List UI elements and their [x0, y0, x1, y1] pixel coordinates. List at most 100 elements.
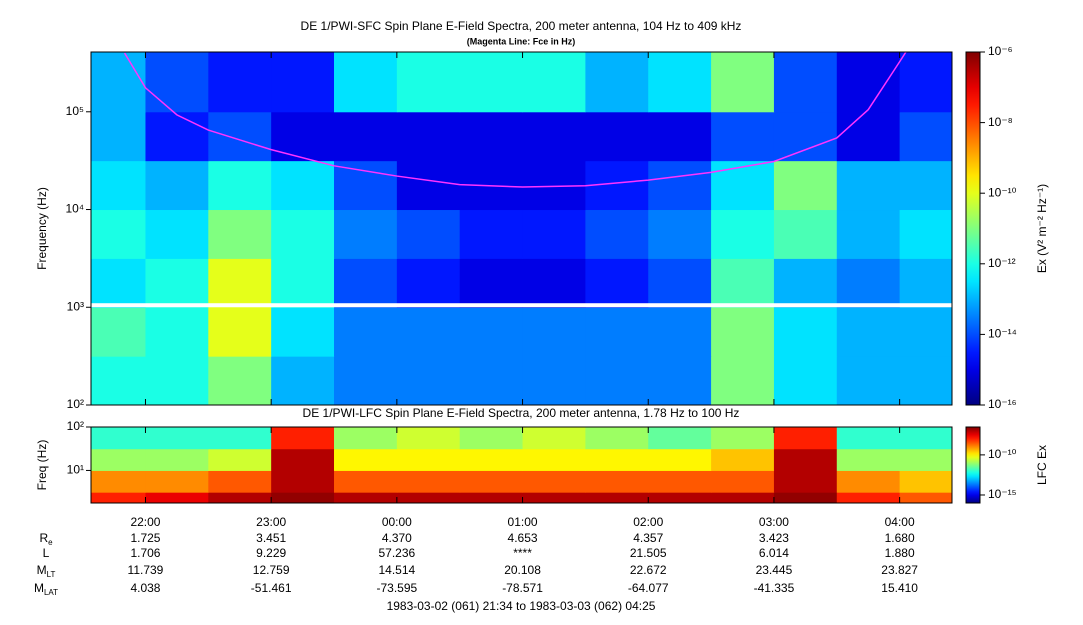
ephemeris-value: 1.725 — [130, 531, 160, 545]
row-label: MLT — [37, 563, 56, 579]
spectrogram-cell — [522, 307, 586, 357]
plot-frame — [90, 51, 953, 406]
colorbar — [965, 51, 981, 406]
ephemeris-value: 15.410 — [881, 581, 918, 595]
spectrogram-cell — [91, 52, 146, 113]
spectrogram-cell — [208, 356, 272, 405]
spectrogram-cell — [208, 448, 272, 471]
spectrogram-cell — [711, 356, 775, 405]
spectrogram-cell — [334, 307, 398, 357]
spectrogram-cell — [711, 470, 775, 493]
spectrogram-cell — [648, 209, 712, 259]
spectrogram-cell — [711, 209, 775, 259]
spectrogram-cell — [899, 209, 952, 259]
spectrogram-cell — [773, 111, 838, 162]
spectrogram-cell — [648, 160, 712, 211]
spectrogram-cell — [271, 492, 335, 503]
spectrogram-cell — [585, 111, 649, 162]
chart-subtitle: (Magenta Line: Fce in Hz) — [467, 36, 576, 46]
spectrogram-cell — [648, 307, 712, 357]
spectrogram-cell — [459, 209, 524, 259]
spectrogram-cell — [334, 52, 398, 113]
spectrogram-cell — [145, 448, 209, 471]
spectrogram-cell — [396, 448, 461, 471]
spectrogram-cell — [585, 356, 649, 405]
spectrogram-cell — [836, 427, 901, 450]
fce-line — [123, 52, 907, 188]
spectrogram-cell — [396, 111, 461, 162]
spectrogram-cell — [585, 258, 649, 308]
colorbar-tick-label: 10⁻¹⁴ — [988, 327, 1017, 341]
spectrogram-cell — [773, 448, 838, 471]
spectrogram-cell — [145, 427, 209, 450]
ephemeris-value: 6.014 — [759, 546, 789, 560]
spectrogram-cell — [648, 492, 712, 503]
spectrogram-cell — [711, 52, 775, 113]
spectrogram-cell — [585, 427, 649, 450]
spectrogram-cell — [899, 52, 952, 113]
y-tick-label: 10¹ — [67, 463, 84, 477]
colorbar-tick-label: 10⁻¹⁶ — [988, 397, 1017, 411]
spectrogram-cell — [459, 492, 524, 503]
colorbar-label: LFC Ex — [1035, 445, 1049, 485]
row-label: L — [43, 546, 50, 560]
ephemeris-value: 4.653 — [508, 531, 538, 545]
spectrogram-cell — [522, 52, 586, 113]
spectrogram-cell — [271, 470, 335, 493]
spectrogram-cell — [773, 470, 838, 493]
spectrogram-cell — [836, 356, 901, 405]
spectrogram-cell — [334, 111, 398, 162]
spectrogram-cell — [145, 356, 209, 405]
y-axis-label: Freq (Hz) — [35, 440, 49, 491]
spectrogram-cell — [208, 111, 272, 162]
spectrogram-cell — [648, 356, 712, 405]
spectrogram-cell — [836, 111, 901, 162]
spectrogram-cell — [836, 160, 901, 211]
ephemeris-value: 23.827 — [881, 563, 918, 577]
ephemeris-value: **** — [513, 546, 532, 560]
spectrogram-cell — [91, 492, 146, 503]
spectrogram-cell — [585, 470, 649, 493]
spectrogram-cell — [899, 448, 952, 471]
spectrogram-cell — [773, 492, 838, 503]
spectrogram-cell — [271, 427, 335, 450]
time-range: 1983-03-02 (061) 21:34 to 1983-03-03 (06… — [387, 599, 656, 613]
spectrogram-cell — [91, 160, 146, 211]
row-label-main: R — [39, 531, 48, 545]
spectrogram-cell — [459, 448, 524, 471]
ephemeris-value: 11.739 — [128, 563, 164, 577]
spectrogram-cell — [836, 470, 901, 493]
plot-area — [91, 52, 952, 405]
x-tick-label: 22:00 — [130, 515, 160, 529]
spectrogram-cell — [334, 470, 398, 493]
spectrogram-cell — [396, 160, 461, 211]
ephemeris-value: 4.370 — [382, 531, 412, 545]
colorbar-tick-label: 10⁻¹⁰ — [988, 185, 1017, 199]
spectrogram-cell — [334, 356, 398, 405]
ephemeris-value: 4.357 — [633, 531, 663, 545]
y-tick-label: 10² — [67, 397, 84, 411]
spectrogram-cell — [271, 52, 335, 113]
y-tick-label: 10⁵ — [66, 104, 84, 118]
spectrogram-cell — [396, 307, 461, 357]
ephemeris-value: 9.229 — [256, 546, 286, 560]
spectrogram-cell — [836, 52, 901, 113]
spectrogram-cell — [522, 448, 586, 471]
plot-area — [91, 427, 952, 503]
x-tick-label: 00:00 — [382, 515, 412, 529]
spectrogram-cell — [459, 427, 524, 450]
spectrogram-cell — [899, 470, 952, 493]
spectrogram-cell — [145, 52, 209, 113]
spectrogram-cell — [585, 209, 649, 259]
ephemeris-value: 3.423 — [759, 531, 789, 545]
x-tick-label: 03:00 — [759, 515, 789, 529]
spectrogram-cell — [145, 258, 209, 308]
spectrogram-cell — [899, 307, 952, 357]
y-tick-label: 10² — [67, 419, 84, 433]
spectrogram-cell — [396, 470, 461, 493]
spectrogram-cell — [334, 209, 398, 259]
spectrogram-cell — [91, 427, 146, 450]
spectrogram-cell — [585, 492, 649, 503]
spectrogram-cell — [145, 160, 209, 211]
spectrogram-cell — [91, 258, 146, 308]
